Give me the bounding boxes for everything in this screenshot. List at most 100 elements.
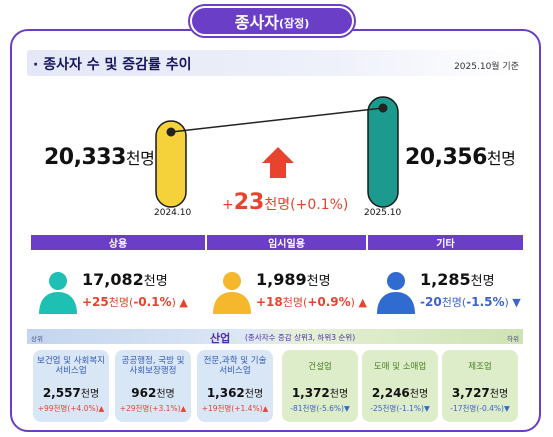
category-bar-other: 기타 <box>368 235 523 250</box>
curr-pill-bar <box>367 96 399 208</box>
industry-value-unit: 천명 <box>80 389 100 400</box>
curr-date-label: 2025.10 <box>364 208 402 218</box>
prev-total-value: 20,333천명 <box>44 145 155 170</box>
industry-change-text: +19천명(+1.4%) <box>201 404 263 413</box>
industry-card-professional: 전문,과학 및 기술 서비스업 <box>197 350 273 422</box>
industry-value-number: 2,557 <box>42 386 81 400</box>
industry-name: 도매 및 소매업 <box>373 362 427 372</box>
industry-name: 보건업 및 사회복지 서비스업 <box>37 356 105 376</box>
small-up-arrow-icon: ▲ <box>262 404 269 413</box>
industry-card-retail: 도매 및 소매업 <box>362 350 438 422</box>
temporary-value-number: 1,989 <box>256 270 307 289</box>
industry-name: 제조업 <box>468 362 492 372</box>
temporary-value: 1,989천명 <box>256 270 331 289</box>
regular-change-tail: ) <box>171 296 176 309</box>
page-title-sub: (잠정) <box>278 16 310 30</box>
temporary-change-unit: 천명( <box>282 296 308 309</box>
industry-value-number: 1,362 <box>206 386 245 400</box>
other-change-number: -20 <box>420 295 442 309</box>
small-up-arrow-icon: ▲ <box>180 404 187 413</box>
temporary-change-tail: ) <box>350 296 355 309</box>
small-down-arrow-icon: ▼ <box>503 404 510 413</box>
regular-value: 17,082천명 <box>82 270 168 289</box>
category-bar-temporary: 임시일용 <box>207 235 366 250</box>
industry-value: 3,727천명 <box>442 385 518 400</box>
industry-name: 공공행정, 국방 및 사회보장행정 <box>121 356 185 376</box>
other-change: -20천명(-1.5%) ▼ <box>420 294 521 310</box>
industry-value-number: 1,372 <box>291 386 330 400</box>
industry-value: 2,246천명 <box>362 385 438 400</box>
industry-header-bar <box>27 329 523 344</box>
prev-point <box>166 127 176 137</box>
temporary-value-unit: 천명 <box>306 274 331 289</box>
industry-change-text: +99천명(+4.0%) <box>37 404 99 413</box>
industry-change-text: -17천명(-0.4%) <box>450 404 504 413</box>
curr-total-number: 20,356 <box>405 145 487 170</box>
industry-card-construction: 건설업 <box>282 350 358 422</box>
industry-change-text: -25천명(-1.1%) <box>370 404 424 413</box>
curr-total-value: 20,356천명 <box>405 145 516 170</box>
small-up-arrow-icon: ▲ <box>354 296 367 309</box>
regular-value-unit: 천명 <box>143 274 168 289</box>
industry-change: +99천명(+4.0%)▲ <box>33 403 109 414</box>
page-title: 종사자 (잠정) <box>190 6 354 36</box>
temporary-change-pct: +0.9% <box>307 295 351 309</box>
person-icon <box>39 272 77 314</box>
other-change-tail: ) <box>504 296 509 309</box>
industry-change: -17천명(-0.4%)▼ <box>442 403 518 414</box>
industry-title: 산업 <box>210 332 231 345</box>
industry-change: -25천명(-1.1%)▼ <box>362 403 438 414</box>
industry-value-unit: 천명 <box>489 389 509 400</box>
prev-total-unit: 천명 <box>125 149 155 168</box>
prev-total-number: 20,333 <box>44 145 126 170</box>
temporary-change: +18천명(+0.9%) ▲ <box>256 294 367 310</box>
small-up-arrow-icon: ▲ <box>175 296 188 309</box>
total-change-sign: + <box>222 197 234 213</box>
other-value-number: 1,285 <box>420 270 471 289</box>
regular-change: +25천명(-0.1%) ▲ <box>82 294 188 310</box>
industry-subtitle: (종사자수 증감 상위3, 하위3 순위) <box>245 333 356 342</box>
industry-value-unit: 천명 <box>329 389 349 400</box>
prev-pill-bar <box>155 120 187 208</box>
other-change-unit: 천명( <box>441 296 467 309</box>
industry-value-number: 2,246 <box>371 386 410 400</box>
curr-total-unit: 천명 <box>486 149 516 168</box>
total-change-pct: (+0.1%) <box>290 197 349 213</box>
regular-value-number: 17,082 <box>82 270 144 289</box>
curr-point <box>378 103 388 113</box>
industry-change-text: -81천명(-5.6%) <box>290 404 344 413</box>
small-down-arrow-icon: ▼ <box>423 404 430 413</box>
industry-bottom-label: 하위 <box>507 335 519 343</box>
industry-card-health: 보건업 및 사회복지 서비스업 <box>33 350 109 422</box>
regular-change-unit: 천명( <box>108 296 134 309</box>
page-title-text: 종사자 <box>234 13 279 32</box>
industry-card-manufacturing: 제조업 <box>442 350 518 422</box>
industry-change: +29천명(+3.1%)▲ <box>115 403 191 414</box>
industry-name: 건설업 <box>308 362 332 372</box>
industry-name: 전문,과학 및 기술 서비스업 <box>203 356 267 376</box>
industry-value-number: 3,727 <box>451 386 490 400</box>
small-down-arrow-icon: ▼ <box>508 296 521 309</box>
industry-value: 962천명 <box>115 385 191 400</box>
industry-value-unit: 천명 <box>156 389 175 400</box>
person-icon <box>213 272 251 314</box>
total-change-unit: 천명 <box>264 197 291 213</box>
industry-value: 1,372천명 <box>282 385 358 400</box>
total-change-number: 23 <box>233 190 265 215</box>
industry-top-label: 상위 <box>31 335 43 343</box>
industry-value-unit: 천명 <box>409 389 429 400</box>
industry-card-public-admin: 공공행정, 국방 및 사회보장행정 <box>115 350 191 422</box>
industry-value: 1,362천명 <box>197 385 273 400</box>
industry-value-unit: 천명 <box>244 389 264 400</box>
industry-change: +19천명(+1.4%)▲ <box>197 403 273 414</box>
prev-date-label: 2024.10 <box>154 208 192 218</box>
regular-change-pct: -0.1% <box>133 295 172 309</box>
industry-change-text: +29천명(+3.1%) <box>119 404 181 413</box>
person-icon <box>377 272 415 314</box>
category-bar-regular: 상용 <box>31 235 205 250</box>
trend-line <box>170 107 384 133</box>
other-value: 1,285천명 <box>420 270 495 289</box>
section-title: · 종사자 수 및 증감률 추이 <box>33 57 192 73</box>
small-down-arrow-icon: ▼ <box>343 404 350 413</box>
